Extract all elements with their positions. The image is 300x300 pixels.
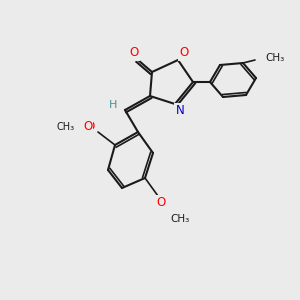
Text: CH₃: CH₃ (265, 53, 284, 63)
Text: O: O (129, 46, 139, 59)
Text: O: O (83, 121, 93, 134)
Text: CH₃: CH₃ (170, 214, 189, 224)
Text: O: O (85, 121, 94, 134)
Text: O: O (156, 196, 166, 209)
Text: CH₃: CH₃ (57, 122, 76, 132)
Text: H: H (109, 100, 117, 110)
Text: N: N (176, 104, 184, 118)
Text: O: O (179, 46, 189, 59)
Text: CH₃: CH₃ (57, 122, 75, 132)
